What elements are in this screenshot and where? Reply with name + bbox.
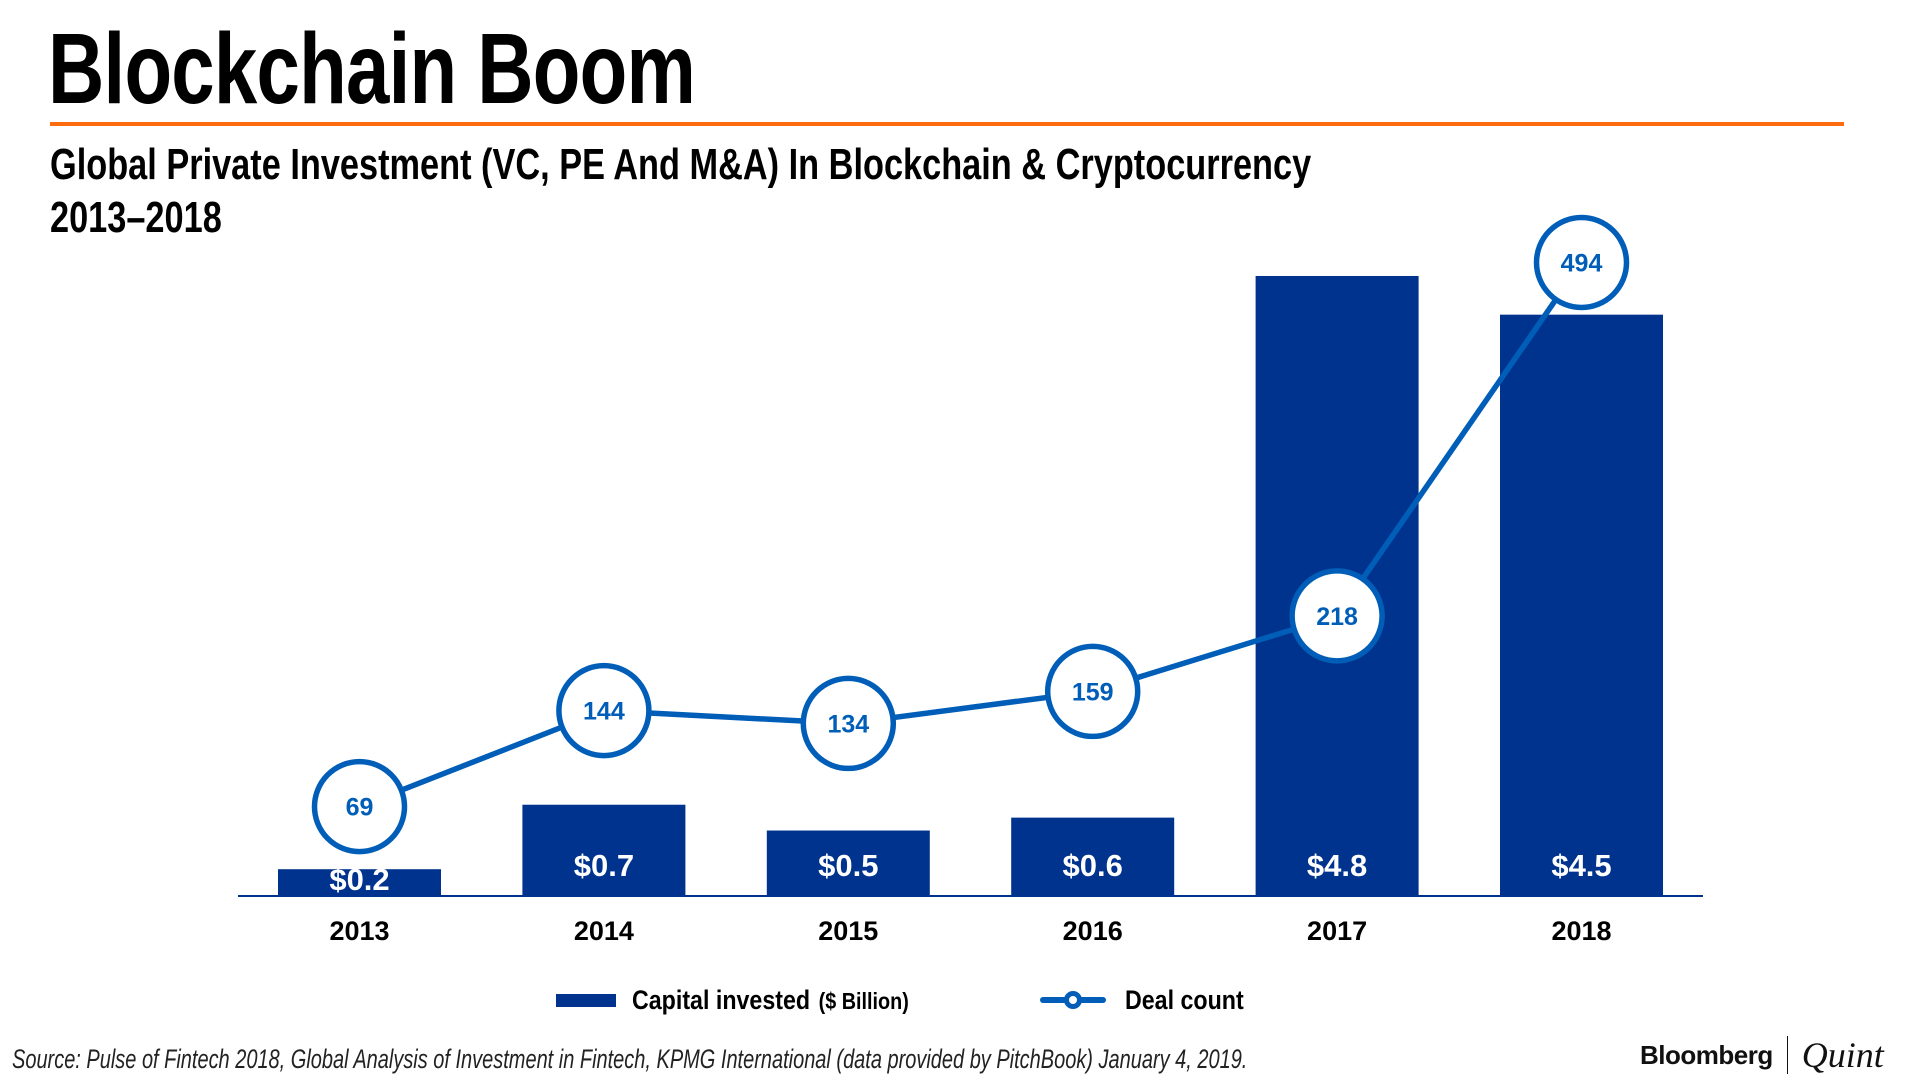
- line-segment: [1334, 260, 1584, 618]
- deal-count-label: 69: [346, 794, 374, 822]
- x-tick-label: 2014: [574, 916, 634, 946]
- legend-line-label: Deal count: [1125, 984, 1244, 1015]
- deal-count-marker: [556, 662, 652, 759]
- deal-count-marker: [1533, 214, 1630, 311]
- legend-bar-label: Capital invested: [632, 984, 811, 1015]
- subtitle-line-1: Global Private Investment (VC, PE And M&…: [50, 140, 1312, 189]
- publisher-logo: Bloomberg Quint: [1640, 1034, 1884, 1076]
- bar-value-label: $0.2: [329, 862, 389, 897]
- deal-count-marker: [1289, 568, 1385, 664]
- chart-title: Blockchain Boom: [48, 13, 696, 125]
- deal-count-label: 159: [1072, 678, 1114, 706]
- bar-2016: [1011, 817, 1175, 895]
- bar-2018: [1500, 314, 1663, 895]
- bar-value-labels: $0.2 $0.7 $0.5 $0.6 $4.8 $4.5: [329, 848, 1611, 897]
- logo-separator: [1786, 1036, 1788, 1074]
- deal-count-label: 144: [583, 698, 625, 726]
- deal-count-marker: [311, 758, 408, 855]
- chart-subtitle: Global Private Investment (VC, PE And M&…: [50, 138, 1311, 244]
- deal-count-markers: 69 144 134 159 218 494: [311, 214, 1630, 855]
- bar-value-label: $4.5: [1551, 848, 1611, 883]
- legend-line-marker-icon: [1040, 991, 1106, 1009]
- bar-2013: [278, 869, 441, 895]
- x-tick-label: 2013: [329, 916, 389, 946]
- legend-bar-unit: ($ Billion): [818, 987, 909, 1014]
- x-tick-labels: 2013 2014 2015 2016 2017 2018: [329, 916, 1611, 946]
- deal-count-marker: [800, 675, 897, 772]
- x-tick-label: 2015: [818, 916, 878, 946]
- legend-bar-swatch: [556, 993, 616, 1007]
- deal-count-marker: [1044, 643, 1141, 740]
- x-tick-label: 2016: [1063, 916, 1123, 946]
- title-divider: [50, 122, 1844, 126]
- legend-item-capital: Capital invested ($ Billion): [556, 978, 954, 1022]
- bar-series: [278, 275, 1663, 895]
- logo-quint: Quint: [1801, 1035, 1884, 1075]
- bar-value-label: $4.8: [1307, 848, 1367, 883]
- logo-bloomberg: Bloomberg: [1640, 1039, 1773, 1070]
- x-tick-label: 2018: [1551, 916, 1611, 946]
- deal-count-label: 494: [1561, 249, 1603, 277]
- deal-count-label: 134: [827, 710, 869, 738]
- legend-item-deal-count: Deal count: [1040, 978, 1263, 1022]
- bar-value-label: $0.5: [818, 848, 878, 883]
- bar-value-label: $0.6: [1063, 848, 1123, 883]
- subtitle-line-2: 2013–2018: [50, 193, 222, 242]
- deal-count-label: 218: [1316, 603, 1358, 631]
- bar-2014: [522, 804, 686, 895]
- x-tick-label: 2017: [1307, 916, 1367, 946]
- bar-value-label: $0.7: [574, 848, 634, 883]
- source-note: Source: Pulse of Fintech 2018, Global An…: [12, 1044, 1248, 1074]
- bar-2015: [766, 830, 930, 895]
